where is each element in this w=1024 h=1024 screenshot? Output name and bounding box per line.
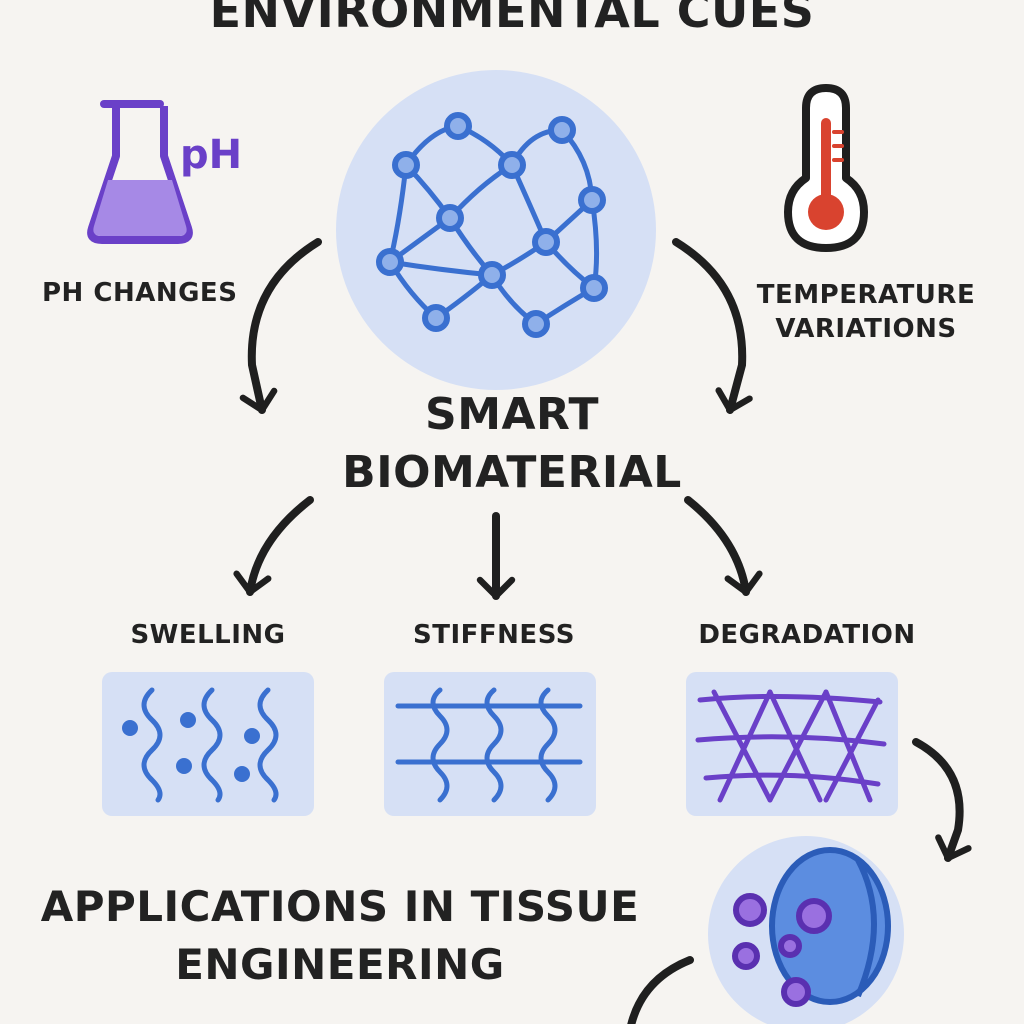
arrow-temp-to-material [672,238,753,414]
temperature-variations-label: TEMPERATURE VARIATIONS [756,280,976,344]
ph-symbol: pH [180,132,243,178]
degradation-icon [686,672,898,816]
degradation-label: DEGRADATION [698,620,916,650]
swelling-icon [102,672,314,816]
stiffness-label: STIFFNESS [413,620,575,650]
arrow-ph-to-material [239,238,322,414]
applications-label: APPLICATIONS IN TISSUE ENGINEERING [40,882,640,989]
swelling-label: SWELLING [130,620,286,650]
thermometer-icon [784,84,868,252]
cell-icon [708,836,904,1024]
ph-changes-label: PH CHANGES [42,278,238,308]
arrow-to-cell [912,738,972,862]
polymer-network-icon [336,70,656,390]
stiffness-icon [384,672,596,816]
smart-biomaterial-label: SMART BIOMATERIAL [342,389,682,498]
arrow-to-applications [627,956,694,1024]
arrow-to-swelling [233,496,314,596]
flask-icon [87,100,193,244]
diagram-title: ENVIRONMENTAL CUES [209,0,815,38]
arrow-to-degradation [684,496,763,596]
